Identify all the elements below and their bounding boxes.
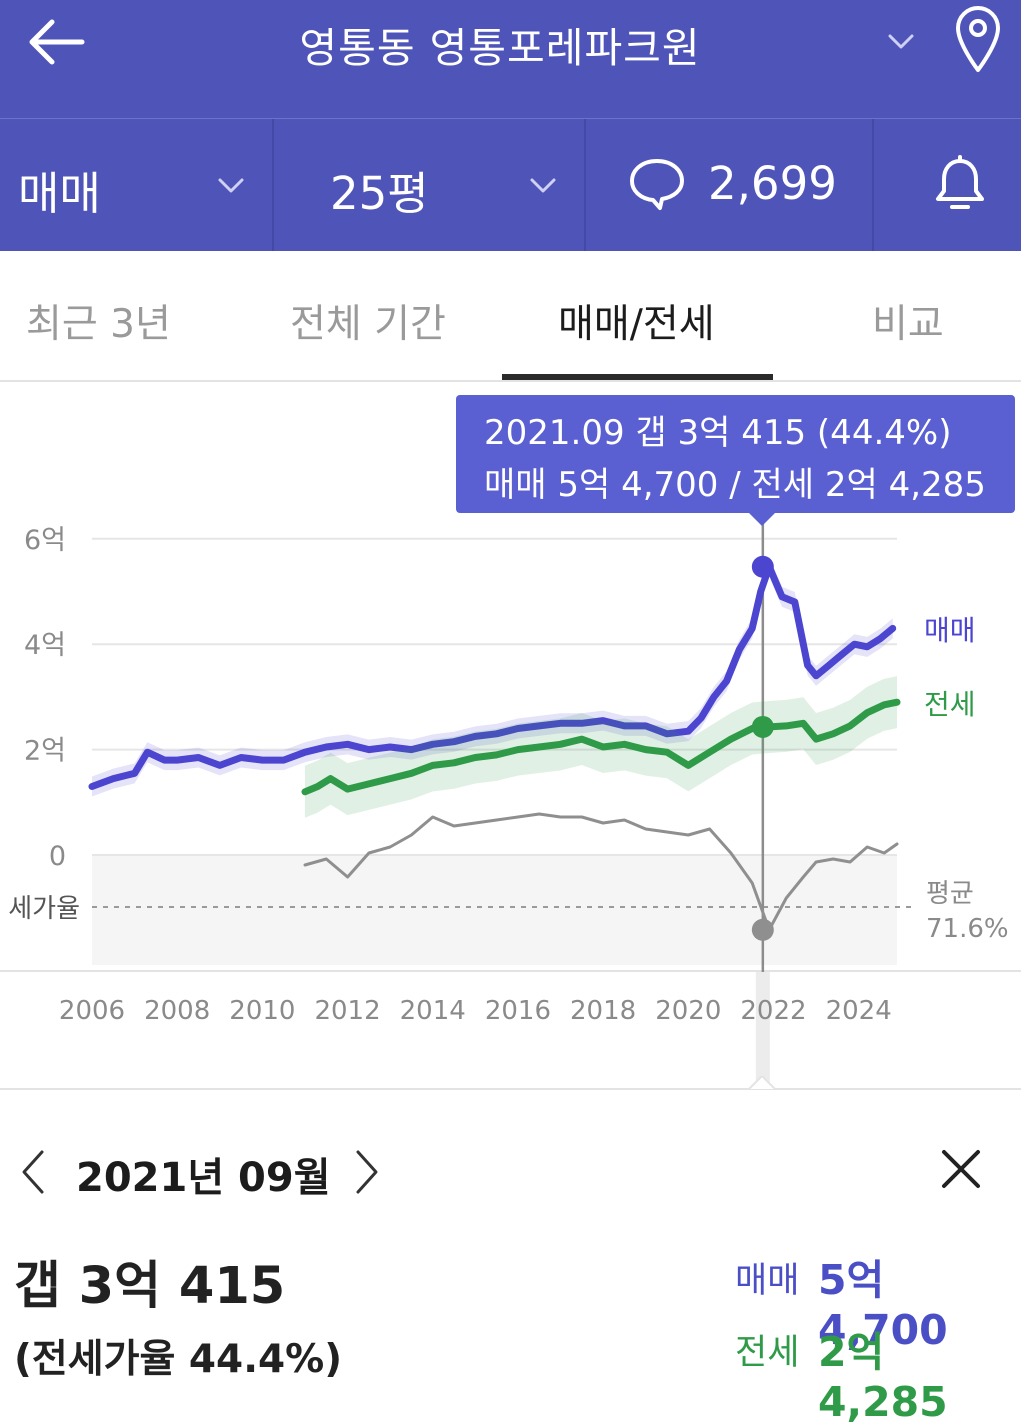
average-ratio-value: 71.6% [926, 914, 1009, 944]
jeonse-price-label: 전세 [735, 1333, 800, 1373]
chart-tooltip: 2021.09 갭 3억 415 (44.4%) 매매 5억 4,700 / 전… [456, 395, 1015, 513]
detail-pointer [748, 1076, 776, 1090]
chevron-down-icon [530, 178, 556, 193]
chevron-right-icon [356, 1150, 378, 1194]
trade-type-selector[interactable]: 매매 [0, 119, 272, 251]
jeonse-ratio: (전세가율 44.4%) [14, 1337, 343, 1382]
highlight-column [755, 972, 770, 1088]
divider [872, 119, 874, 251]
y-tick-label: 2억 [24, 736, 66, 767]
map-pin-icon [956, 6, 1000, 72]
close-icon [942, 1150, 980, 1188]
prev-month-button[interactable] [16, 1148, 50, 1196]
tab-compare[interactable]: 비교 [872, 302, 944, 347]
chevron-down-icon [218, 178, 244, 193]
x-tick-label: 2020 [655, 996, 721, 1026]
x-tick-label: 2016 [485, 996, 551, 1026]
tab-recent-3-years[interactable]: 최근 3년 [26, 302, 171, 347]
y-tick-label: 0 [49, 841, 66, 872]
tab-sale-jeonse[interactable]: 매매/전세 [558, 302, 715, 347]
x-tick-label: 2008 [144, 996, 210, 1026]
chevron-down-icon[interactable] [882, 26, 920, 56]
trade-type-label: 매매 [18, 167, 101, 220]
active-tab-indicator [502, 374, 773, 380]
y-tick-label: 6억 [24, 525, 66, 556]
series-label-jeonse: 전세 [924, 688, 976, 721]
x-tick-label: 2018 [570, 996, 636, 1026]
alert-button[interactable] [874, 119, 1021, 251]
back-button[interactable] [22, 14, 88, 70]
area-label: 25평 [330, 167, 429, 220]
sale-price-value: 5억 4,700 [818, 1256, 948, 1354]
next-month-button[interactable] [350, 1148, 384, 1196]
filter-bar: 매매 25평 2,699 [0, 118, 1021, 251]
tab-all-period[interactable]: 전체 기간 [290, 302, 446, 347]
detail-divider [0, 1088, 1021, 1090]
ratio-axis-label: 세가율 [8, 894, 80, 924]
bell-icon [936, 155, 984, 209]
close-detail-button[interactable] [938, 1146, 984, 1192]
divider [272, 119, 274, 251]
location-button[interactable] [950, 4, 1006, 76]
area-selector[interactable]: 25평 [274, 119, 584, 251]
x-tick-label: 2014 [400, 996, 466, 1026]
highlight-point-ratio [751, 918, 774, 941]
ratio-band-background [92, 855, 897, 965]
x-tick-label: 2012 [314, 996, 380, 1026]
x-tick-label: 2022 [740, 996, 806, 1026]
divider [584, 119, 586, 251]
top-app-bar: 영통동 영통포레파크원 [0, 0, 1021, 118]
tooltip-price-line: 매매 5억 4,700 / 전세 2억 4,285 [484, 465, 986, 505]
x-tick-label: 2024 [826, 996, 892, 1026]
average-label: 평균 [926, 879, 974, 909]
gap-amount: 갭 3억 415 [14, 1257, 286, 1316]
series-line-ratio [303, 812, 899, 932]
complex-title[interactable]: 영통동 영통포레파크원 [299, 24, 701, 72]
detail-period: 2021년 09월 [76, 1155, 331, 1201]
comment-count: 2,699 [708, 157, 837, 210]
series-label-sale: 매매 [924, 614, 976, 647]
tooltip-arrow [748, 512, 776, 526]
y-tick-label: 4억 [24, 630, 66, 661]
series-line-jeonse [301, 698, 901, 796]
chevron-left-icon [22, 1150, 44, 1194]
sale-price-label: 매매 [735, 1261, 800, 1301]
series-band-sale [92, 556, 893, 797]
comments-button[interactable]: 2,699 [586, 119, 872, 251]
highlight-point-sale [751, 555, 774, 578]
arrow-left-icon [29, 19, 85, 65]
speech-bubble-icon [630, 159, 684, 210]
period-tabs: 최근 3년 전체 기간 매매/전세 비교 [0, 250, 1021, 382]
jeonse-price-value: 2억 4,285 [818, 1328, 948, 1426]
x-tick-label: 2006 [59, 996, 125, 1026]
x-tick-label: 2010 [229, 996, 295, 1026]
highlight-point-jeonse [751, 715, 774, 738]
series-line-sale [88, 563, 897, 790]
tooltip-gap-line: 2021.09 갭 3억 415 (44.4%) [484, 413, 952, 453]
